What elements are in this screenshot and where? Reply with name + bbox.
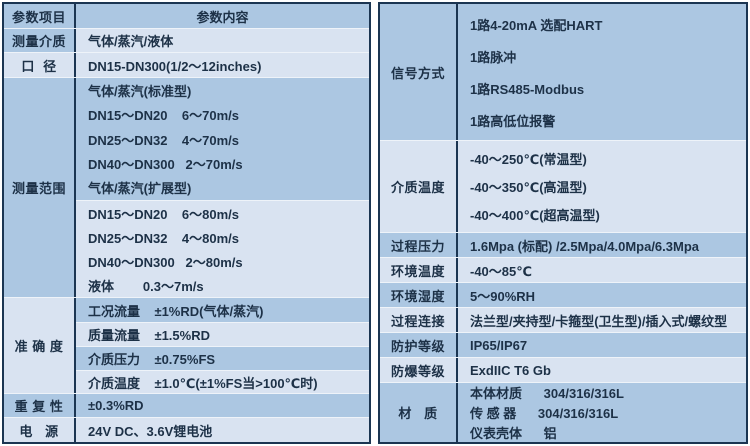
material-line: 传 感 器 304/316/316L <box>470 406 619 421</box>
row-power: 电 源 24V DC、3.6V锂电池 <box>4 417 369 442</box>
range-line: 气体/蒸汽(标准型) <box>88 83 192 99</box>
range-extended-block: DN15～DN20 6～80m/s DN25～DN32 4～80m/s DN40… <box>76 200 369 297</box>
row-group-media-temp: 介质温度 -40～250℃(常温型) -40～350℃(高温型) -40～400… <box>380 140 746 232</box>
row-value: ExdIIC T6 Gb <box>458 358 746 382</box>
left-spec-table: 参数项目 参数内容 测量介质 气体/蒸汽/液体 口 径 DN15-DN300(1… <box>2 2 371 444</box>
row-label: 介质温度 <box>380 141 458 232</box>
signal-line: 1路高低位报警 <box>470 113 556 129</box>
signal-line: 1路脉冲 <box>470 49 517 65</box>
table-header-row: 参数项目 参数内容 <box>4 4 369 28</box>
range-line: DN15～DN20 6～70m/s <box>88 108 240 124</box>
row-value: 法兰型/夹持型/卡箍型(卫生型)/插入式/螺纹型 <box>458 308 746 332</box>
material-line: 仪表壳体 铝 <box>470 425 557 441</box>
range-content: 气体/蒸汽(标准型) DN15～DN20 6～70m/s DN25～DN32 4… <box>76 78 369 297</box>
row-label: 电 源 <box>4 418 76 442</box>
row-process-connection: 过程连接 法兰型/夹持型/卡箍型(卫生型)/插入式/螺纹型 <box>380 307 746 332</box>
media-temp-line: -40～400℃(超高温型) <box>470 207 600 223</box>
row-value: 5～90%RH <box>458 283 746 307</box>
row-label: 过程压力 <box>380 233 458 257</box>
range-standard-block: 气体/蒸汽(标准型) DN15～DN20 6～70m/s DN25～DN32 4… <box>76 78 369 200</box>
accuracy-line: 介质温度 ±1.0℃(±1%FS当>100℃时) <box>76 370 369 394</box>
signal-line: 1路RS485-Modbus <box>470 81 585 97</box>
row-value: ±0.3%RD <box>76 394 369 417</box>
media-temp-content: -40～250℃(常温型) -40～350℃(高温型) -40～400℃(超高温… <box>458 141 746 232</box>
row-value: IP65/IP67 <box>458 333 746 357</box>
row-label: 防爆等级 <box>380 358 458 382</box>
range-line: 气体/蒸汽(扩展型) <box>88 181 192 197</box>
accuracy-line: 工况流量 ±1%RD(气体/蒸汽) <box>76 298 369 322</box>
range-line: DN25～DN32 4～70m/s <box>88 132 240 148</box>
header-param-title: 参数项目 <box>4 4 76 28</box>
row-label: 过程连接 <box>380 308 458 332</box>
row-label: 材 质 <box>380 383 458 442</box>
range-line: DN40～DN300 2～80m/s <box>88 254 243 270</box>
row-value: DN15-DN300(1/2～12inches) <box>76 53 369 77</box>
row-label: 准 确 度 <box>4 298 76 393</box>
accuracy-line: 介质压力 ±0.75%FS <box>76 346 369 370</box>
range-line: DN40～DN300 2～70m/s <box>88 156 243 172</box>
row-group-signal: 信号方式 1路4-20mA 选配HART 1路脉冲 1路RS485-Modbus… <box>380 4 746 140</box>
accuracy-content: 工况流量 ±1%RD(气体/蒸汽) 质量流量 ±1.5%RD 介质压力 ±0.7… <box>76 298 369 394</box>
media-temp-line: -40～250℃(常温型) <box>470 152 587 168</box>
row-group-material: 材 质 本体材质 304/316/316L 传 感 器 304/316/316L… <box>380 382 746 442</box>
row-value: 气体/蒸汽/液体 <box>76 29 369 52</box>
header-content-title: 参数内容 <box>76 4 369 28</box>
row-process-pressure: 过程压力 1.6Mpa (标配) /2.5Mpa/4.0Mpa/6.3Mpa <box>380 232 746 257</box>
row-label: 防护等级 <box>380 333 458 357</box>
row-repeatability: 重 复 性 ±0.3%RD <box>4 393 369 417</box>
row-value: 24V DC、3.6V锂电池 <box>76 418 369 442</box>
signal-line: 1路4-20mA 选配HART <box>470 17 603 33</box>
signal-content: 1路4-20mA 选配HART 1路脉冲 1路RS485-Modbus 1路高低… <box>458 4 746 140</box>
row-label: 口 径 <box>4 53 76 77</box>
row-label: 重 复 性 <box>4 394 76 417</box>
right-spec-table: 信号方式 1路4-20mA 选配HART 1路脉冲 1路RS485-Modbus… <box>378 2 748 444</box>
row-label: 环境温度 <box>380 258 458 282</box>
row-explosion-rating: 防爆等级 ExdIIC T6 Gb <box>380 357 746 382</box>
row-measure-medium: 测量介质 气体/蒸汽/液体 <box>4 28 369 52</box>
row-label: 测量范围 <box>4 78 76 297</box>
row-ambient-temp: 环境温度 -40～85℃ <box>380 257 746 282</box>
row-ambient-humidity: 环境湿度 5～90%RH <box>380 282 746 307</box>
accuracy-line: 质量流量 ±1.5%RD <box>76 322 369 346</box>
range-line: 液体 0.3～7m/s <box>88 278 204 294</box>
range-line: DN15～DN20 6～80m/s <box>88 206 240 222</box>
media-temp-line: -40～350℃(高温型) <box>470 180 587 195</box>
material-line: 本体材质 304/316/316L <box>470 386 624 402</box>
material-content: 本体材质 304/316/316L 传 感 器 304/316/316L 仪表壳… <box>458 383 746 442</box>
row-label: 信号方式 <box>380 4 458 140</box>
row-label: 环境湿度 <box>380 283 458 307</box>
row-diameter: 口 径 DN15-DN300(1/2～12inches) <box>4 52 369 77</box>
row-group-accuracy: 准 确 度 工况流量 ±1%RD(气体/蒸汽) 质量流量 ±1.5%RD 介质压… <box>4 297 369 394</box>
row-value: -40～85℃ <box>458 258 746 282</box>
row-label: 测量介质 <box>4 29 76 52</box>
range-line: DN25～DN32 4～80m/s <box>88 230 240 246</box>
row-protection-rating: 防护等级 IP65/IP67 <box>380 332 746 357</box>
row-group-measure-range: 测量范围 气体/蒸汽(标准型) DN15～DN20 6～70m/s DN25～D… <box>4 77 369 297</box>
row-value: 1.6Mpa (标配) /2.5Mpa/4.0Mpa/6.3Mpa <box>458 233 746 257</box>
